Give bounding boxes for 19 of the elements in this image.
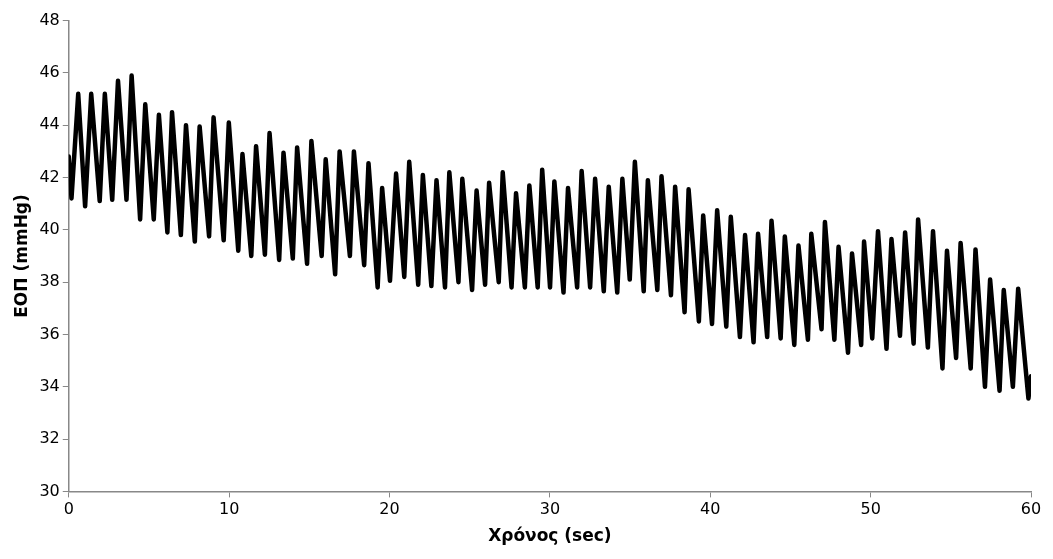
y-tick-label: 34 — [39, 375, 60, 395]
x-tick-label: 0 — [63, 499, 74, 519]
x-tick-label: 20 — [379, 499, 400, 519]
x-tick-label: 60 — [1020, 499, 1042, 519]
y-tick-label: 30 — [39, 480, 60, 500]
x-tick-label: 10 — [218, 499, 240, 519]
x-axis-title: Χρόνος (sec) — [488, 525, 612, 546]
y-tick-label: 44 — [39, 114, 60, 134]
x-tick-label: 30 — [539, 499, 561, 519]
y-tick-label: 48 — [39, 9, 60, 29]
y-tick-label: 32 — [39, 428, 60, 448]
y-axis-title: ΕΟΠ (mmHg) — [10, 194, 31, 318]
y-tick-label: 40 — [39, 219, 60, 238]
x-tick-label: 50 — [860, 499, 881, 519]
x-tick-label: 40 — [700, 499, 721, 519]
y-tick-label: 36 — [39, 323, 60, 343]
y-tick-label: 46 — [39, 62, 60, 82]
y-tick-label: 38 — [39, 271, 60, 291]
y-tick-label: 42 — [39, 166, 60, 186]
